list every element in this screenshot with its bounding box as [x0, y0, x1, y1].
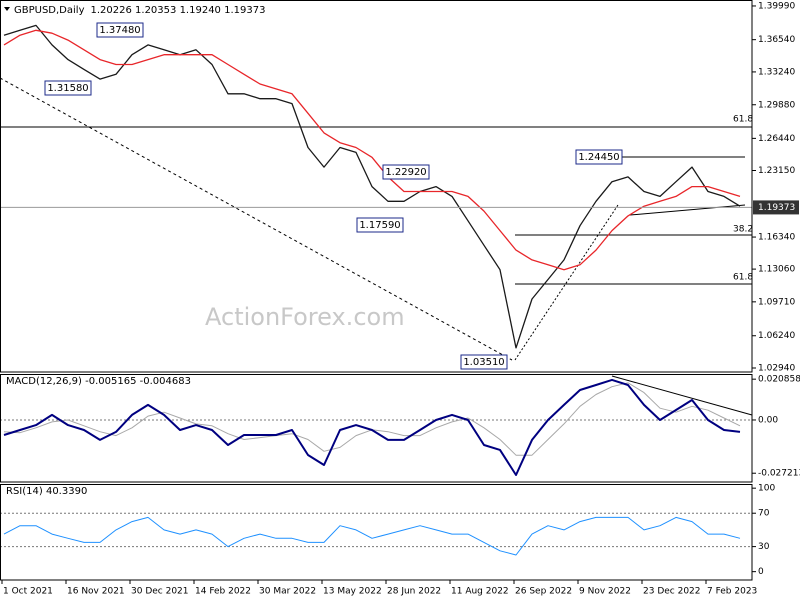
y-tick-label: 0.020858 [758, 375, 800, 385]
y-tick-label: 70 [758, 509, 770, 519]
x-tick-label: 30 Dec 2021 [131, 587, 189, 597]
fib-label: 61.8 [733, 273, 753, 283]
y-tick-label: 1.33240 [758, 67, 795, 77]
x-tick-label: 28 Jun 2022 [387, 587, 441, 597]
chart-subtitle: 1.20226 1.20353 1.19240 1.19373 [91, 5, 266, 16]
annotation: 1.22920 [385, 167, 426, 178]
annotation-box [460, 354, 508, 370]
panel-title: RSI(14) 40.3390 [6, 486, 87, 497]
x-tick-label: 30 Mar 2022 [259, 587, 316, 597]
chart-title: GBPUSD,Daily [14, 5, 85, 16]
current-price-box [753, 200, 799, 215]
y-tick-label: 100 [758, 484, 775, 494]
trend-line [0, 77, 513, 361]
y-tick-label: 1.29880 [758, 100, 795, 110]
x-tick-label: 23 Dec 2022 [643, 587, 701, 597]
x-tick-label: 7 Feb 2023 [707, 587, 757, 597]
annotation-box [356, 217, 404, 233]
panel-frame [0, 374, 753, 483]
annotation: 1.17590 [359, 220, 400, 231]
watermark: ActionForex.com [205, 303, 405, 331]
annotation: 1.31580 [47, 83, 88, 94]
y-tick-label: 1.16340 [758, 233, 795, 243]
annotations: 1.37480 1.31580 1.22920 1.17590 1.03510 … [44, 22, 623, 370]
annotation-box [382, 164, 430, 180]
y-tick-label: 30 [758, 542, 770, 552]
trend-line [514, 204, 619, 361]
series-line [3, 378, 741, 476]
series-line [3, 29, 741, 271]
annotation: 1.03510 [463, 357, 504, 368]
current-price-label: 1.19373 [758, 203, 795, 213]
y-tick-label: 1.39990 [758, 1, 795, 11]
annotation-box [44, 80, 92, 96]
panel-frame [0, 0, 753, 373]
series-line [3, 516, 741, 556]
y-tick-label: 0 [758, 567, 764, 577]
annotation: 1.24450 [578, 152, 619, 163]
trend-line [629, 204, 746, 216]
x-tick-label: 11 Aug 2022 [451, 587, 509, 597]
y-tick-label: 1.13060 [758, 265, 795, 275]
x-tick-label: 14 Feb 2022 [195, 587, 251, 597]
trend-line [611, 375, 753, 416]
y-tick-label: -0.027213 [758, 469, 800, 479]
x-tick-label: 1 Oct 2021 [3, 587, 53, 597]
y-tick-label: 1.23150 [758, 166, 795, 176]
y-tick-label: 1.06240 [758, 331, 795, 341]
chart-header: GBPUSD,Daily 1.20226 1.20353 1.19240 1.19… [14, 5, 265, 16]
y-tick-label: 1.36540 [758, 35, 795, 45]
x-tick-label: 9 Nov 2022 [579, 587, 631, 597]
series-line [3, 24, 741, 349]
x-tick-label: 16 Nov 2021 [67, 587, 125, 597]
x-tick-label: 26 Sep 2022 [515, 587, 572, 597]
y-tick-label: 1.26440 [758, 134, 795, 144]
y-tick-label: 1.09710 [758, 297, 795, 307]
y-tick-label: 0.00 [758, 415, 778, 425]
fib-label: 38.2 [733, 225, 753, 235]
annotation-box [96, 22, 144, 38]
marks [0, 24, 752, 556]
panel-title: MACD(12,26,9) -0.005165 -0.004683 [6, 376, 191, 387]
annotation-box [575, 149, 623, 165]
fib-label: 61.8 [733, 115, 753, 125]
x-tick-label: 13 May 2022 [323, 587, 382, 597]
annotation: 1.37480 [99, 25, 140, 36]
panel-frame [0, 484, 753, 581]
y-tick-label: 1.02940 [758, 363, 795, 373]
menu-icon[interactable] [4, 7, 10, 11]
